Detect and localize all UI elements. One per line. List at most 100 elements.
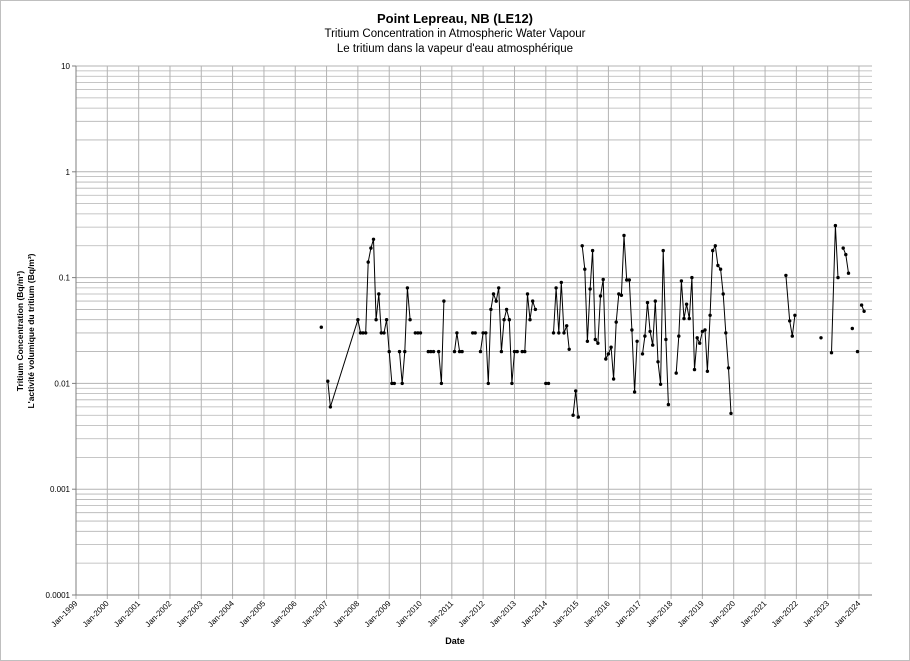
data-point	[632, 390, 637, 394]
data-point	[531, 299, 535, 303]
data-point	[844, 252, 848, 257]
data-point	[390, 381, 394, 386]
data-point	[565, 324, 569, 328]
data-point	[841, 246, 845, 250]
x-tick-label: Jan-2024	[832, 599, 862, 629]
x-tick-label: Jan-2011	[426, 599, 456, 629]
chart-title: Point Lepreau, NB (LE12)	[376, 11, 534, 26]
data-point	[554, 286, 558, 290]
data-point	[713, 244, 717, 248]
series-line	[399, 287, 411, 384]
data-point	[497, 286, 501, 290]
data-point	[546, 381, 551, 386]
data-point	[502, 318, 506, 322]
y-tick-label: 0.001	[50, 485, 71, 494]
data-point	[413, 331, 417, 335]
x-tick-label: Jan-2002	[143, 599, 173, 629]
x-tick-label: Jan-2020	[707, 599, 737, 629]
data-point	[674, 371, 678, 375]
data-point	[585, 339, 590, 343]
data-point	[627, 278, 631, 282]
x-tick-label: Jan-2003	[175, 599, 205, 629]
data-point	[784, 273, 788, 278]
data-point	[604, 357, 608, 361]
data-point	[574, 389, 578, 393]
data-point	[635, 339, 639, 343]
x-tick-label: Jan-2021	[739, 599, 769, 629]
data-point	[478, 349, 483, 354]
series-line	[553, 282, 570, 350]
data-point	[533, 307, 538, 312]
data-point	[690, 275, 694, 280]
data-point	[687, 316, 691, 321]
data-point	[625, 278, 629, 282]
data-point	[829, 351, 834, 355]
x-tick-label: Jan-2006	[269, 599, 299, 629]
y-tick-label: 10	[61, 62, 70, 71]
data-point	[711, 248, 715, 253]
data-point	[515, 349, 519, 354]
x-tick-label: Jan-2008	[331, 599, 361, 629]
data-point	[371, 237, 376, 241]
x-tick-label: Jan-2007	[300, 599, 330, 629]
x-tick-label: Jan-2012	[457, 599, 487, 629]
data-point	[708, 313, 712, 317]
data-point	[457, 349, 462, 354]
series-line	[522, 293, 536, 353]
data-point	[729, 411, 733, 416]
data-point	[790, 334, 794, 338]
data-point	[379, 331, 383, 335]
data-point	[819, 336, 823, 340]
series-line	[581, 235, 638, 393]
x-tick-label: Jan-2001	[112, 599, 142, 629]
data-point	[658, 382, 663, 386]
data-point	[429, 349, 433, 354]
data-point	[682, 316, 686, 321]
data-point	[319, 325, 323, 329]
data-point	[512, 349, 517, 354]
y-tick-label: 0.1	[59, 274, 71, 283]
data-point	[504, 307, 509, 312]
data-point	[408, 318, 412, 322]
data-point	[455, 331, 459, 335]
x-tick-label: Jan-2010	[394, 599, 424, 629]
data-point	[596, 341, 600, 345]
x-tick-label: Jan-2017	[613, 599, 643, 629]
data-point	[481, 331, 485, 335]
data-point	[426, 349, 430, 354]
x-tick-label: Jan-2022	[770, 599, 800, 629]
data-point	[491, 292, 496, 296]
data-point	[507, 318, 511, 322]
data-point	[525, 292, 530, 296]
x-tick-label: Jan-2016	[582, 599, 612, 629]
data-point	[643, 334, 647, 338]
data-point	[405, 286, 410, 290]
data-point	[622, 233, 626, 238]
data-point	[471, 331, 475, 335]
x-tick-label: Jan-2009	[363, 599, 393, 629]
data-point	[551, 331, 556, 335]
data-point	[580, 244, 584, 248]
data-point	[366, 260, 370, 264]
x-tick-label: Jan-2013	[488, 599, 518, 629]
data-point	[598, 294, 603, 298]
x-tick-label: Jan-2000	[81, 599, 111, 629]
data-point	[664, 337, 668, 342]
x-tick-label: Jan-2004	[206, 599, 236, 629]
y-tick-label: 0.0001	[46, 591, 71, 600]
data-point	[374, 318, 378, 322]
y-tick-label: 1	[66, 168, 71, 177]
data-point	[361, 331, 365, 335]
y-tick-label: 0.01	[54, 379, 70, 388]
data-point	[684, 302, 689, 306]
data-point	[510, 381, 514, 386]
data-point	[460, 349, 464, 354]
data-point	[382, 331, 386, 335]
data-point	[544, 381, 548, 386]
data-point	[695, 336, 699, 340]
data-point	[788, 319, 792, 323]
data-point	[833, 223, 838, 228]
data-point	[590, 248, 595, 253]
data-point	[677, 334, 681, 338]
data-point	[721, 292, 725, 296]
